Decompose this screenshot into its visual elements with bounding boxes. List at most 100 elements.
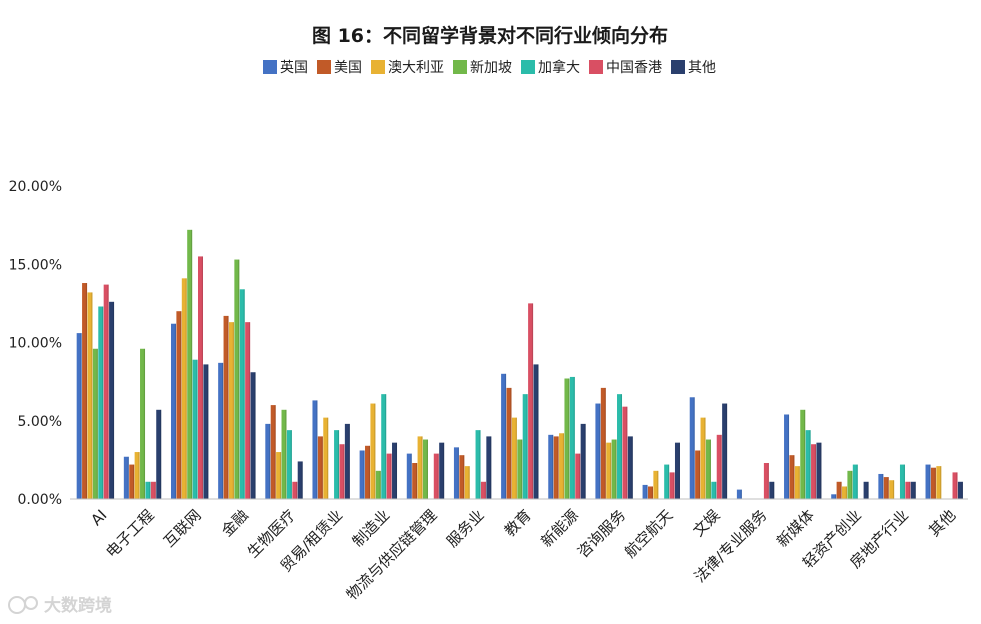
x-tick-label: 教育 (501, 506, 535, 540)
bar-shade (903, 464, 905, 499)
bar (406, 453, 412, 499)
bar-shade (374, 403, 376, 499)
bar (459, 455, 465, 499)
x-tick-label: 物流与供应链管理 (343, 506, 441, 604)
legend-swatch (453, 60, 468, 74)
bar (800, 409, 806, 499)
bar-shade (626, 406, 628, 499)
bar (134, 452, 140, 499)
watermark: 大数跨境 (8, 595, 112, 616)
bar-shade (510, 387, 512, 499)
bar (952, 472, 958, 499)
bar-shade (201, 256, 203, 499)
bar-shade (526, 394, 528, 499)
bar-group (501, 303, 539, 499)
bar (203, 364, 209, 499)
bar (564, 378, 570, 499)
bar-shade (773, 481, 775, 499)
bar (370, 403, 376, 499)
bar (517, 439, 523, 499)
legend: 英国 美国 澳大利亚 新加坡 加拿大 中国香港 其他 (263, 59, 716, 76)
x-tick-label: 制造业 (349, 506, 394, 551)
bar-shade (221, 362, 224, 499)
bar-shade (584, 423, 586, 499)
bar (265, 423, 271, 499)
x-tick-label: 文娱 (690, 506, 724, 540)
bar (930, 467, 936, 499)
bar (763, 463, 769, 499)
bar (365, 445, 371, 499)
bar (789, 455, 795, 499)
bar-shade (809, 430, 811, 499)
bar-shade (804, 409, 806, 499)
legend-item: 澳大利亚 (371, 60, 444, 76)
bar (831, 494, 837, 499)
bar (453, 447, 459, 499)
bar-shade (426, 439, 428, 499)
bar (334, 430, 340, 499)
bar-shade (395, 442, 398, 499)
bar-shade (599, 403, 601, 499)
y-tick-label: 0.00% (18, 492, 62, 508)
bar (281, 409, 287, 499)
x-tick-label: 航空航天 (621, 506, 676, 561)
bar-shade (934, 467, 936, 499)
legend-label: 加拿大 (538, 59, 580, 76)
bar (76, 333, 82, 499)
legend-label: 澳大利亚 (388, 60, 444, 76)
bar-shade (180, 311, 182, 499)
bar-shade (327, 417, 329, 499)
chart-title: 图 16：不同留学背景对不同行业倾向分布 (312, 24, 668, 47)
bar-shade (285, 409, 287, 499)
legend-label: 美国 (334, 60, 362, 76)
bar (223, 315, 229, 499)
bar (145, 481, 151, 499)
bar-shade (133, 464, 135, 499)
bar-shade (715, 481, 717, 499)
bar-shade (562, 433, 565, 499)
bar (580, 423, 586, 499)
bar-shade (337, 430, 340, 499)
bar-shade (515, 417, 517, 499)
bar (883, 477, 889, 499)
bar-shade (437, 453, 439, 499)
bar (548, 434, 554, 499)
bar-shade (793, 455, 795, 499)
bar (559, 433, 565, 499)
bar-shade (667, 464, 670, 499)
bar-group (76, 283, 115, 499)
bar-group (218, 259, 256, 499)
legend-label: 中国香港 (606, 60, 662, 76)
bar-shade (160, 409, 162, 499)
bar-shade (243, 289, 245, 499)
bar (197, 256, 203, 499)
bar-shade (463, 455, 465, 499)
bar (905, 481, 911, 499)
legend-swatch (670, 60, 685, 74)
bar-shade (651, 486, 653, 499)
bar-shade (851, 470, 853, 499)
bar (722, 403, 728, 499)
bar (150, 481, 156, 499)
bar (92, 348, 98, 499)
bar-shade (693, 397, 695, 499)
bar (181, 278, 187, 499)
bar (359, 450, 365, 499)
bar-shade (484, 481, 486, 499)
bar-shade (190, 229, 193, 499)
bar-shade (143, 348, 146, 499)
bar (669, 472, 675, 499)
bar-shade (410, 453, 412, 499)
legend-label: 英国 (280, 59, 308, 76)
bar-shade (814, 444, 817, 499)
bar-shade (96, 348, 98, 499)
legend-item: 新加坡 (453, 60, 512, 76)
bar (784, 414, 790, 499)
bar (386, 453, 392, 499)
bar-shade (909, 481, 911, 499)
bar-shade (316, 400, 318, 499)
bar (228, 322, 234, 499)
x-tick-label: 其他 (925, 506, 959, 540)
bar-shade (207, 364, 209, 499)
legend-item: 中国香港 (588, 60, 662, 76)
